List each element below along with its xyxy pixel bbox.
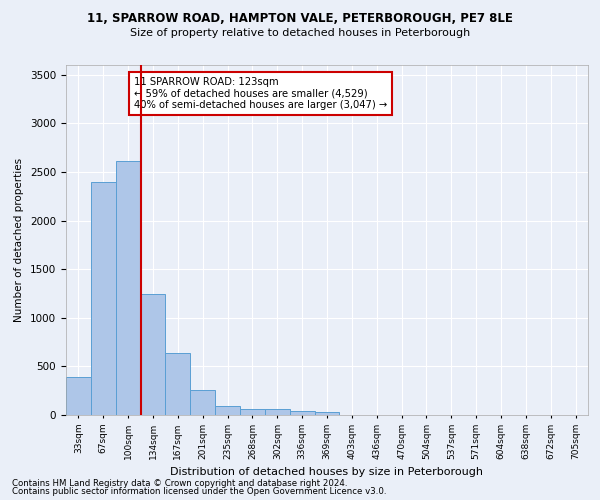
Bar <box>140 294 166 415</box>
Bar <box>91 182 116 415</box>
Bar <box>265 410 290 415</box>
Bar <box>314 412 340 415</box>
Text: Size of property relative to detached houses in Peterborough: Size of property relative to detached ho… <box>130 28 470 38</box>
Bar <box>66 377 91 415</box>
Text: Contains public sector information licensed under the Open Government Licence v3: Contains public sector information licen… <box>12 487 386 496</box>
Text: Contains HM Land Registry data © Crown copyright and database right 2024.: Contains HM Land Registry data © Crown c… <box>12 478 347 488</box>
Bar <box>116 161 140 415</box>
X-axis label: Distribution of detached houses by size in Peterborough: Distribution of detached houses by size … <box>170 468 484 477</box>
Text: 11, SPARROW ROAD, HAMPTON VALE, PETERBOROUGH, PE7 8LE: 11, SPARROW ROAD, HAMPTON VALE, PETERBOR… <box>87 12 513 26</box>
Bar <box>166 353 190 415</box>
Bar <box>190 390 215 415</box>
Text: 11 SPARROW ROAD: 123sqm
← 59% of detached houses are smaller (4,529)
40% of semi: 11 SPARROW ROAD: 123sqm ← 59% of detache… <box>134 77 387 110</box>
Bar <box>290 411 314 415</box>
Bar <box>215 406 240 415</box>
Bar <box>240 410 265 415</box>
Y-axis label: Number of detached properties: Number of detached properties <box>14 158 25 322</box>
